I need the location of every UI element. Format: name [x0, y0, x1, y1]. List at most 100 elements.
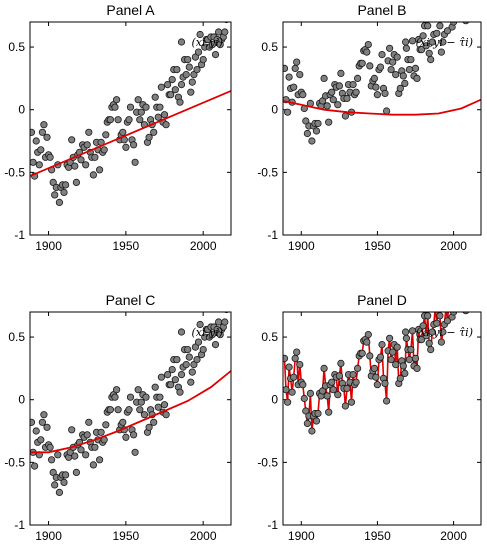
data-point: [464, 293, 470, 299]
axes-frame: [29, 311, 232, 526]
data-point: [164, 81, 172, 89]
data-point: [51, 481, 59, 489]
data-point: [411, 354, 420, 362]
data-point: [452, 296, 458, 302]
data-point: [293, 58, 301, 66]
data-point: [376, 353, 385, 361]
data-point: [393, 53, 401, 61]
data-point: [30, 462, 39, 470]
data-point: [347, 398, 356, 406]
plot-area: [283, 0, 481, 145]
data-point: [114, 116, 122, 124]
data-point: [225, 289, 231, 295]
data-point: [91, 443, 99, 451]
data-point: [433, 319, 441, 327]
y-tick-label: 0: [18, 103, 25, 117]
data-point: [433, 29, 441, 37]
data-point: [432, 304, 438, 310]
data-point: [106, 116, 115, 124]
panel-title: Panel A: [106, 2, 155, 18]
data-point: [373, 91, 381, 99]
data-point: [401, 369, 409, 377]
data-point: [199, 345, 207, 354]
data-point: [425, 49, 433, 57]
data-point: [30, 128, 36, 136]
data-point: [405, 355, 413, 364]
data-point: [150, 128, 158, 136]
data-point: [291, 354, 299, 362]
data-point: [194, 48, 203, 56]
data-point: [337, 69, 345, 78]
data-point: [437, 48, 445, 56]
y-tick-label: -0.5: [257, 165, 278, 179]
data-point: [349, 81, 357, 89]
data-point: [378, 340, 386, 349]
data-point: [211, 340, 220, 349]
data-point: [385, 334, 394, 342]
data-point: [443, 317, 452, 325]
data-point: [405, 66, 413, 74]
data-point: [61, 181, 70, 189]
data-point: [382, 397, 391, 405]
data-point: [370, 74, 378, 83]
panel-3: Panel C 0.5 0 -0.5 -1 1900 1950 2000 (xi,yi): [4, 289, 232, 543]
data-point: [296, 360, 304, 369]
data-point: [176, 388, 184, 396]
data-point: [296, 71, 304, 79]
data-point: [130, 431, 138, 439]
data-point: [196, 30, 204, 39]
data-point: [30, 418, 36, 426]
data-point: [226, 296, 232, 302]
data-point: [472, 0, 478, 4]
data-point: [439, 328, 447, 336]
data-point: [464, 2, 470, 8]
data-point: [221, 318, 229, 326]
panel-title: Panel D: [357, 292, 407, 308]
data-point: [425, 339, 433, 347]
data-point: [436, 312, 444, 320]
data-point: [428, 38, 436, 46]
data-point: [55, 198, 64, 206]
data-point: [462, 22, 470, 25]
data-point: [325, 118, 333, 126]
data-point: [460, 6, 466, 12]
x-tick-label: 2000: [440, 529, 467, 543]
data-point: [283, 64, 289, 72]
data-point: [35, 161, 43, 169]
data-point: [435, 15, 441, 21]
data-point: [343, 384, 351, 392]
data-point: [413, 74, 421, 83]
panel-title: Panel C: [106, 292, 156, 308]
data-point: [182, 71, 190, 79]
data-point: [46, 443, 54, 451]
data-point: [424, 312, 432, 320]
data-point: [443, 27, 452, 35]
data-point: [122, 433, 130, 441]
axes-frame: [282, 21, 482, 236]
data-point: [358, 59, 366, 67]
data-point: [308, 427, 316, 435]
data-point: [211, 50, 220, 59]
x-tick-label: 2000: [190, 239, 217, 253]
panel-4: Panel D 0.5 0 -0.5 -1 1900 1950 2000 (xi,yi − τ̂…: [257, 292, 482, 543]
legend-label: (xi,yi − τ̂i): [416, 36, 473, 49]
x-tick-label: 1900: [288, 239, 315, 253]
data-point: [363, 48, 371, 56]
data-point: [142, 393, 150, 401]
data-point: [167, 381, 175, 389]
data-point: [334, 101, 342, 109]
data-point: [37, 146, 45, 154]
data-point: [334, 391, 342, 399]
y-tick-label: 0.5: [261, 40, 278, 54]
data-point: [299, 381, 307, 389]
data-point: [72, 178, 81, 186]
data-point: [469, 294, 475, 300]
data-point: [363, 338, 371, 346]
data-point: [187, 378, 195, 386]
data-point: [341, 402, 349, 410]
data-point: [402, 334, 410, 342]
data-point: [188, 368, 196, 376]
data-point: [85, 418, 93, 426]
y-tick-label: -1: [267, 518, 278, 532]
data-point: [335, 82, 343, 90]
